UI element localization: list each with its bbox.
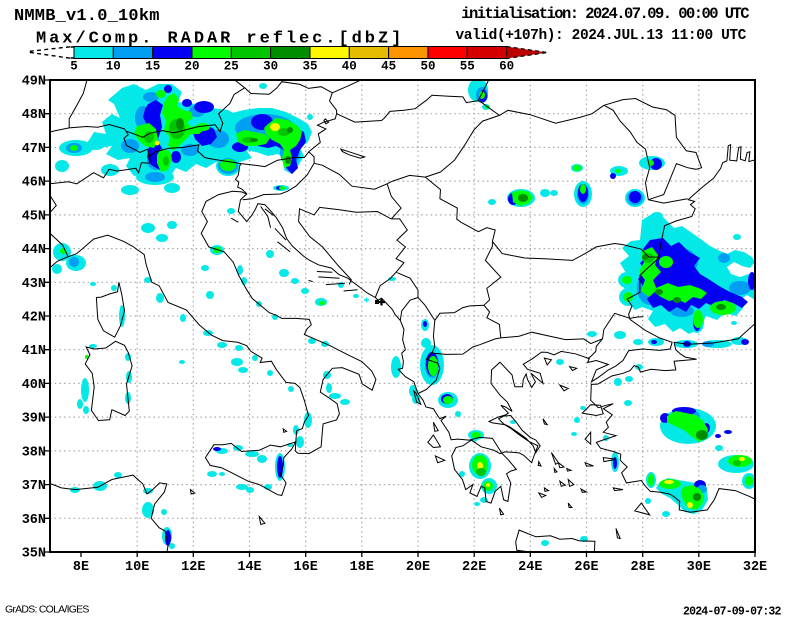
svg-text:49N: 49N	[22, 75, 46, 90]
svg-text:50: 50	[420, 59, 435, 73]
svg-text:44N: 44N	[22, 243, 46, 258]
svg-text:28E: 28E	[631, 560, 655, 575]
svg-text:14E: 14E	[237, 560, 261, 575]
svg-text:36N: 36N	[22, 513, 46, 528]
svg-text:valid(+107h): 2024.JUL.13 11:0: valid(+107h): 2024.JUL.13 11:00 UTC	[455, 28, 746, 44]
svg-text:10E: 10E	[125, 560, 149, 575]
svg-text:30: 30	[263, 59, 278, 73]
svg-text:5: 5	[70, 59, 78, 73]
svg-text:48N: 48N	[22, 108, 46, 123]
svg-text:45N: 45N	[22, 209, 46, 224]
svg-text:12E: 12E	[181, 560, 205, 575]
svg-text:20: 20	[184, 59, 199, 73]
svg-text:43N: 43N	[22, 277, 46, 292]
svg-text:46N: 46N	[22, 176, 46, 191]
svg-text:42N: 42N	[22, 311, 46, 326]
svg-text:10: 10	[106, 59, 121, 73]
svg-text:2024-07-09-07:32: 2024-07-09-07:32	[683, 606, 782, 618]
svg-text:NMMB_v1.0_10km: NMMB_v1.0_10km	[14, 7, 160, 26]
svg-text:Max/Comp. RADAR reflec.[dbZ]: Max/Comp. RADAR reflec.[dbZ]	[36, 30, 404, 49]
svg-text:GrADS: COLA/IGES: GrADS: COLA/IGES	[5, 604, 89, 616]
svg-text:55: 55	[460, 59, 475, 73]
svg-text:35: 35	[302, 59, 317, 73]
svg-text:38N: 38N	[22, 445, 46, 460]
svg-text:32E: 32E	[743, 560, 767, 575]
svg-text:22E: 22E	[462, 560, 486, 575]
svg-text:18E: 18E	[350, 560, 374, 575]
svg-text:41N: 41N	[22, 344, 46, 359]
svg-text:25: 25	[224, 59, 239, 73]
svg-text:24E: 24E	[518, 560, 542, 575]
svg-text:40: 40	[342, 59, 357, 73]
svg-text:26E: 26E	[574, 560, 598, 575]
svg-text:35N: 35N	[22, 547, 46, 562]
svg-text:39N: 39N	[22, 412, 46, 427]
svg-text:40N: 40N	[22, 378, 46, 393]
svg-text:45: 45	[381, 59, 396, 73]
svg-text:37N: 37N	[22, 479, 46, 494]
svg-text:30E: 30E	[687, 560, 711, 575]
svg-text:15: 15	[145, 59, 160, 73]
svg-text:16E: 16E	[294, 560, 318, 575]
svg-text:initialisation: 2024.07.09. 00: initialisation: 2024.07.09. 00:00 UTC	[461, 5, 749, 23]
svg-text:8E: 8E	[73, 560, 89, 575]
svg-text:47N: 47N	[22, 142, 46, 157]
svg-text:60: 60	[499, 59, 514, 73]
svg-text:20E: 20E	[406, 560, 430, 575]
